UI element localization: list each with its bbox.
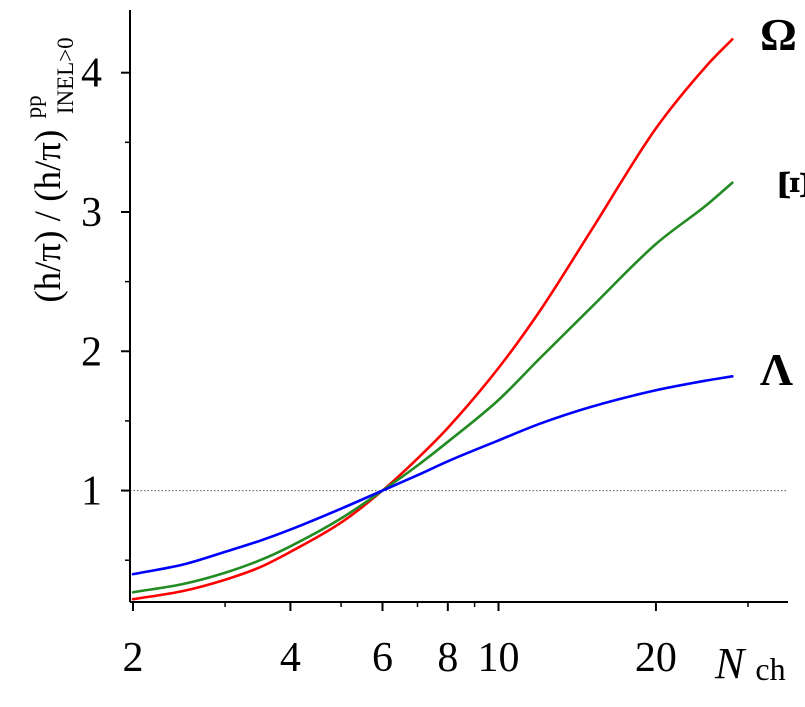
- series-labels: Ω Ξ Λ: [760, 9, 805, 395]
- series-line-xi: [131, 181, 734, 594]
- x-tick-label: 20: [635, 635, 677, 681]
- x-tick-label: 10: [478, 635, 520, 681]
- series-line-lambda: [131, 375, 734, 576]
- series-label-lambda: Λ: [760, 344, 793, 395]
- x-tick-label: 8: [437, 635, 458, 681]
- y-axis-label-main: (h/π) / (h/π): [28, 130, 69, 303]
- x-tick-label: 2: [123, 635, 144, 681]
- y-axis-label-subscript: INEL>0: [53, 37, 78, 114]
- x-tick-label: 4: [280, 635, 301, 681]
- x-axis-label-main: N: [714, 639, 747, 688]
- x-axis-label: N ch: [714, 639, 786, 688]
- y-axis-label: (h/π) / (h/π) pp INEL>0: [9, 37, 78, 302]
- y-tick-label: 2: [81, 329, 102, 375]
- series-layer: [131, 37, 734, 601]
- x-axis-label-subscript: ch: [755, 651, 785, 687]
- series-label-xi: Ξ: [770, 169, 805, 200]
- y-tick-label: 4: [81, 51, 102, 97]
- series-line-omega: [131, 37, 734, 601]
- y-tick-label: 1: [81, 469, 102, 515]
- axes: [129, 10, 788, 603]
- x-tick-label: 6: [372, 635, 393, 681]
- y-axis-label-superscript: pp: [21, 95, 46, 118]
- series-label-omega: Ω: [760, 9, 797, 60]
- y-tick-label: 3: [81, 190, 102, 236]
- ticks: 2 4 6 8 10 20 1 2 3 4: [81, 51, 749, 681]
